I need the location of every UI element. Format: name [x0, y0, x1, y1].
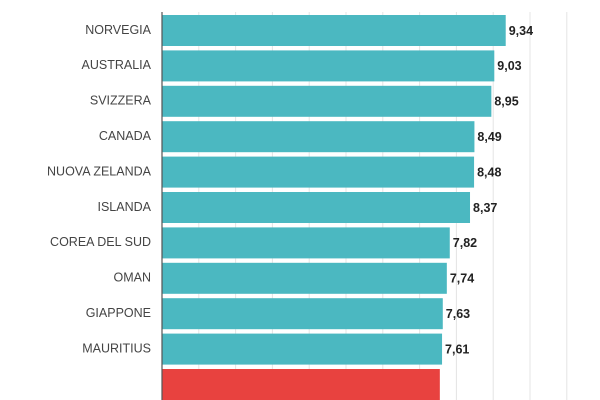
value-label: 8,48 — [477, 165, 501, 179]
bar — [162, 369, 440, 400]
category-label: OMAN — [114, 271, 152, 285]
category-label: ISLANDA — [98, 200, 152, 214]
value-label: 8,49 — [477, 130, 501, 144]
bar — [162, 15, 506, 46]
value-label: 8,95 — [494, 95, 518, 109]
category-label: GIAPPONE — [86, 306, 151, 320]
value-label: 9,34 — [509, 24, 533, 38]
category-label: MAURITIUS — [82, 341, 151, 355]
value-label: 7,74 — [450, 272, 474, 286]
bar — [162, 192, 471, 223]
bar — [162, 85, 492, 117]
bar — [162, 156, 475, 188]
category-label: COREA DEL SUD — [50, 235, 151, 249]
value-label: 7,63 — [446, 307, 470, 321]
value-label: 9,03 — [497, 59, 521, 73]
value-label: 8,37 — [473, 201, 497, 215]
category-label: CANADA — [99, 129, 152, 143]
bar — [162, 262, 447, 294]
category-label: SVIZZERA — [90, 94, 152, 108]
category-label: AUSTRALIA — [82, 58, 152, 72]
bar — [162, 227, 450, 259]
category-label: NORVEGIA — [85, 23, 151, 37]
category-label: NUOVA ZELANDA — [47, 164, 152, 178]
bar — [162, 121, 475, 153]
value-label: 7,61 — [445, 342, 469, 356]
bar — [162, 50, 495, 82]
bar — [162, 298, 443, 330]
bar — [162, 333, 443, 365]
value-label: 7,82 — [453, 236, 477, 250]
